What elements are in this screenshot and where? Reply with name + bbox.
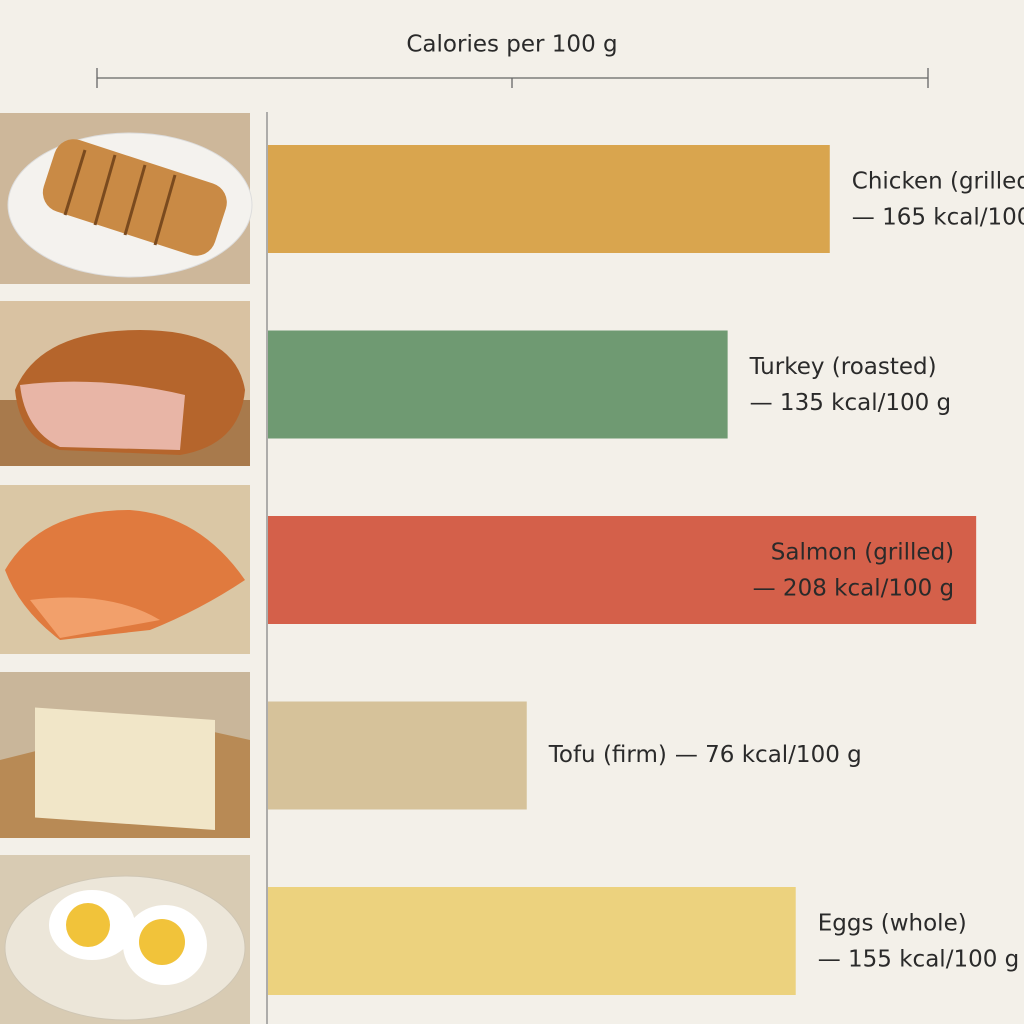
bar [268, 701, 527, 810]
category-label: Chicken (grilled) [852, 169, 1024, 195]
bar-label: Salmon (grilled) — 208 kcal/100 g [753, 540, 955, 602]
salmon-image [0, 485, 250, 654]
value-label: — 155 kcal/100 g [818, 947, 1020, 973]
bar-label: Eggs (whole) — 155 kcal/100 g [818, 911, 1020, 973]
chicken-image [0, 113, 253, 284]
bar [268, 145, 830, 253]
category-label: Eggs (whole) [818, 911, 967, 937]
turkey-image [0, 301, 250, 466]
top-axis [96, 68, 929, 88]
value-label: — 208 kcal/100 g [753, 576, 955, 602]
bar-label: Turkey (roasted) — 135 kcal/100 g [749, 354, 952, 416]
bar [268, 516, 977, 624]
bar [268, 330, 728, 439]
food-images [0, 113, 253, 1024]
chart-title: Calories per 100 g [406, 32, 617, 58]
category-label: Turkey (roasted) [749, 354, 937, 380]
bar-label: Tofu (firm) — 76 kcal/100 g [548, 742, 862, 768]
bar [268, 887, 796, 995]
eggs-image [0, 855, 250, 1024]
category-label: Salmon (grilled) [771, 540, 954, 566]
bar-label: Chicken (grilled) — 165 kcal/100 g [852, 169, 1024, 231]
value-label: — 165 kcal/100 g [852, 205, 1024, 231]
category-label: Tofu (firm) [548, 742, 667, 768]
tofu-image [0, 672, 250, 838]
value-label: — 76 kcal/100 g [675, 742, 862, 768]
value-label: — 135 kcal/100 g [750, 390, 952, 416]
